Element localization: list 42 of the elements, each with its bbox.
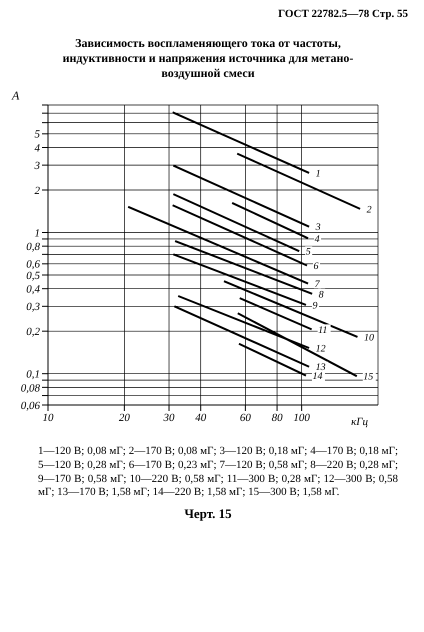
series-label: 12 <box>316 344 326 355</box>
x-tick-label: 80 <box>272 412 284 424</box>
series-label: 14 <box>312 371 322 382</box>
y-tick-label: 5 <box>34 128 40 141</box>
y-tick-label: 0,8 <box>26 241 40 254</box>
x-axis-title: кГц <box>351 416 368 428</box>
y-tick-label: 0,2 <box>26 326 40 338</box>
chart-title: Зависимость воспламеняющего тока от частоты, индуктивности и напряжения источника для метано-воздушной смеси <box>62 36 354 81</box>
y-tick-label: 0,1 <box>26 368 40 381</box>
y-tick-label: 2 <box>34 184 40 197</box>
series-label: 11 <box>318 324 328 336</box>
y-tick-label: 0,4 <box>26 284 40 296</box>
text: Черт. 15 <box>183 506 233 522</box>
y-tick-label: 0,5 <box>26 270 40 282</box>
series-label: 7 <box>314 279 321 290</box>
y-tick-label: 0,06 <box>20 400 40 412</box>
series-label: 3 <box>314 222 321 234</box>
series-label: 2 <box>366 204 372 216</box>
text: 1—120 В; 0,08 мГ; 2—170 В; 0,08 мГ; 3—120 В; 0,18 мГ; 4—170 В; 0,18 мГ; 5—120 В; 0,28 мГ; 6—170 В; 0,23 мГ; 7—120 В; 0,58 мГ; 8—220 В; 0,28 мГ; 9—170 В; 0,58 мГ; 10—220 В; 0,58 мГ; 11—300 В; 0,28 мГ; 12—300 В; 0,58 мГ; 13—170 В; 1,58 мГ; 14—220 В; 1,58 мГ; 15—300 В; 1,58 мГ. <box>38 445 398 500</box>
series-label: 8 <box>318 289 324 300</box>
series-label: 5 <box>306 246 311 258</box>
y-tick-label: 3 <box>34 160 40 172</box>
x-tick-label: 30 <box>162 412 176 424</box>
x-tick-label: 40 <box>195 412 207 424</box>
series-label: 1 <box>316 168 321 180</box>
x-tick-label: 20 <box>118 412 130 424</box>
text: ГОСТ 22782.5—78 Стр. 55 <box>277 8 408 20</box>
series-label: 6 <box>314 260 319 272</box>
series-label: 13 <box>316 362 326 374</box>
y-tick-label: 0,3 <box>26 301 40 314</box>
series-label: 4 <box>314 234 320 245</box>
x-tick-label: 60 <box>240 412 252 424</box>
series-label: 10 <box>364 332 374 344</box>
y-axis-title: A <box>11 88 20 103</box>
x-tick-label: 10 <box>42 412 54 424</box>
series-label: 9 <box>312 300 318 312</box>
series-label: 15 <box>363 372 374 383</box>
y-tick-label: 4 <box>34 142 40 154</box>
x-tick-label: 100 <box>293 412 310 424</box>
y-tick-label: 1 <box>34 227 40 240</box>
y-tick-label: 0,6 <box>26 258 40 271</box>
y-tick-label: 0,08 <box>20 382 40 394</box>
